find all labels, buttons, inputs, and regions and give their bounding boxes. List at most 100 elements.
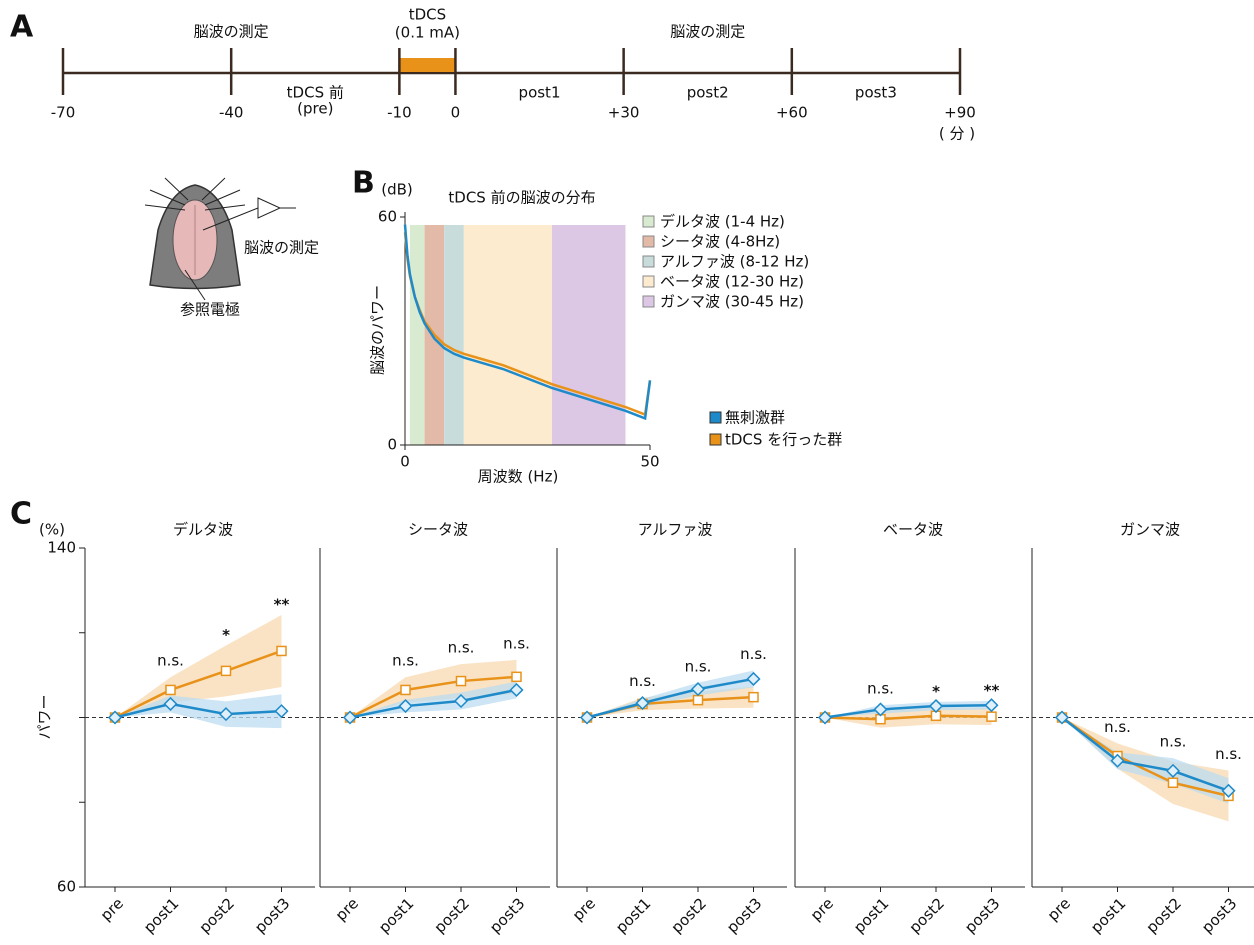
x-tick-label: post3: [251, 894, 293, 936]
significance-label: n.s.: [1104, 718, 1131, 736]
x-tick-label: post1: [375, 894, 417, 936]
chart-title: ベータ波: [883, 521, 943, 539]
stimulation-label: tDCS: [409, 6, 446, 24]
x-tick-label: 0: [400, 453, 410, 471]
y-unit: (dB): [381, 181, 413, 199]
timeline-tick-label: +90: [944, 104, 976, 122]
significance-label: *: [222, 626, 230, 644]
marker: [401, 685, 410, 694]
x-tick-label: post1: [612, 894, 654, 936]
band-legend-label: デルタ波 (1-4 Hz): [660, 213, 785, 231]
figure: A B C 脳波の測定 参照電極 -70 -40 -10 0 +30 +60 +90 ( 分 …: [0, 0, 1254, 945]
x-tick-label: post2: [196, 894, 238, 936]
band-legend-label: ガンマ波 (30-45 Hz): [660, 293, 804, 311]
amplifier: [258, 198, 296, 218]
panel-letter: A: [10, 10, 34, 45]
frequency-band: [464, 225, 552, 445]
mouse-diagram: 脳波の測定 参照電極: [145, 178, 319, 319]
marker: [987, 712, 996, 721]
significance-label: n.s.: [392, 652, 419, 670]
significance-label: n.s.: [740, 645, 767, 663]
x-tick-label: post1: [850, 894, 892, 936]
x-tick-label: post1: [140, 894, 182, 936]
significance-label: n.s.: [867, 680, 894, 698]
timeline-unit: ( 分 ): [939, 125, 975, 143]
x-tick-label: post3: [486, 894, 528, 936]
x-tick-label: post2: [668, 894, 710, 936]
significance-label: n.s.: [685, 657, 712, 675]
x-tick-label: 50: [640, 453, 659, 471]
stimulation-bar: [399, 58, 455, 72]
y-tick-label: 140: [47, 539, 76, 557]
y-axis-label: 脳波のパワー: [369, 285, 387, 375]
x-tick-label: pre: [1044, 894, 1074, 924]
significance-label: n.s.: [503, 634, 530, 652]
timeline-tick-label: -40: [219, 104, 244, 122]
timeline-tick-label: -70: [51, 104, 76, 122]
marker: [166, 685, 175, 694]
band-legend-swatch: [643, 236, 654, 247]
x-tick-label: pre: [332, 894, 362, 924]
chart-title: tDCS 前の脳波の分布: [448, 189, 595, 207]
y-tick-label: 60: [57, 878, 76, 896]
marker: [512, 672, 521, 681]
timeline-tick-label: -10: [387, 104, 412, 122]
x-tick-label: post3: [1198, 894, 1240, 936]
period-label: (pre): [297, 100, 333, 118]
x-tick-label: post3: [723, 894, 765, 936]
frequency-band: [410, 225, 425, 445]
y-tick-label: 0: [387, 436, 397, 454]
marker: [1169, 778, 1178, 787]
x-tick-label: pre: [97, 894, 127, 924]
significance-label: **: [984, 681, 1000, 699]
period-label: post3: [855, 84, 897, 102]
legend-swatch: [710, 412, 721, 423]
significance-label: n.s.: [448, 639, 475, 657]
panel-letter: B: [352, 166, 375, 201]
panel-letter: C: [10, 497, 32, 532]
period-label: post1: [519, 84, 561, 102]
band-legend-swatch: [643, 256, 654, 267]
recording-label: 脳波の測定: [670, 23, 745, 41]
y-tick-label: 60: [378, 208, 397, 226]
x-tick-label: post2: [431, 894, 473, 936]
band-legend-swatch: [643, 216, 654, 227]
marker: [749, 693, 758, 702]
significance-label: n.s.: [629, 672, 656, 690]
electrode-label: 脳波の測定: [244, 239, 319, 257]
reference-label: 参照電極: [180, 301, 240, 319]
marker: [277, 646, 286, 655]
legend-label: tDCS を行った群: [725, 431, 842, 449]
significance-label: **: [274, 595, 290, 613]
x-tick-label: pre: [807, 894, 837, 924]
chart-title: ガンマ波: [1120, 521, 1180, 539]
marker: [457, 677, 466, 686]
recording-label: 脳波の測定: [194, 23, 269, 41]
band-legend-label: ベータ波 (12-30 Hz): [660, 273, 804, 291]
chart-title: デルタ波: [173, 521, 233, 539]
timeline-tick-label: +30: [608, 104, 640, 122]
x-tick-label: post3: [961, 894, 1003, 936]
x-tick-label: post1: [1087, 894, 1129, 936]
timeline-tick-label: +60: [776, 104, 808, 122]
chart-title: シータ波: [408, 521, 468, 539]
y-unit: (%): [39, 521, 65, 539]
frequency-band: [552, 225, 626, 445]
band-legend-label: シータ波 (4-8Hz): [660, 233, 780, 251]
legend-swatch: [710, 434, 721, 445]
period-label: post2: [687, 84, 729, 102]
band-legend-swatch: [643, 296, 654, 307]
significance-label: *: [932, 682, 940, 700]
significance-label: n.s.: [157, 652, 184, 670]
significance-label: n.s.: [1215, 745, 1242, 763]
band-legend-swatch: [643, 276, 654, 287]
chart-title: アルファ波: [638, 521, 713, 539]
x-tick-label: post2: [906, 894, 948, 936]
y-axis-label: パワー: [36, 694, 54, 739]
frequency-band: [444, 225, 464, 445]
marker: [222, 666, 231, 675]
marker: [694, 696, 703, 705]
timeline-tick-label: 0: [451, 104, 461, 122]
legend-label: 無刺激群: [725, 409, 785, 427]
x-tick-label: post2: [1143, 894, 1185, 936]
